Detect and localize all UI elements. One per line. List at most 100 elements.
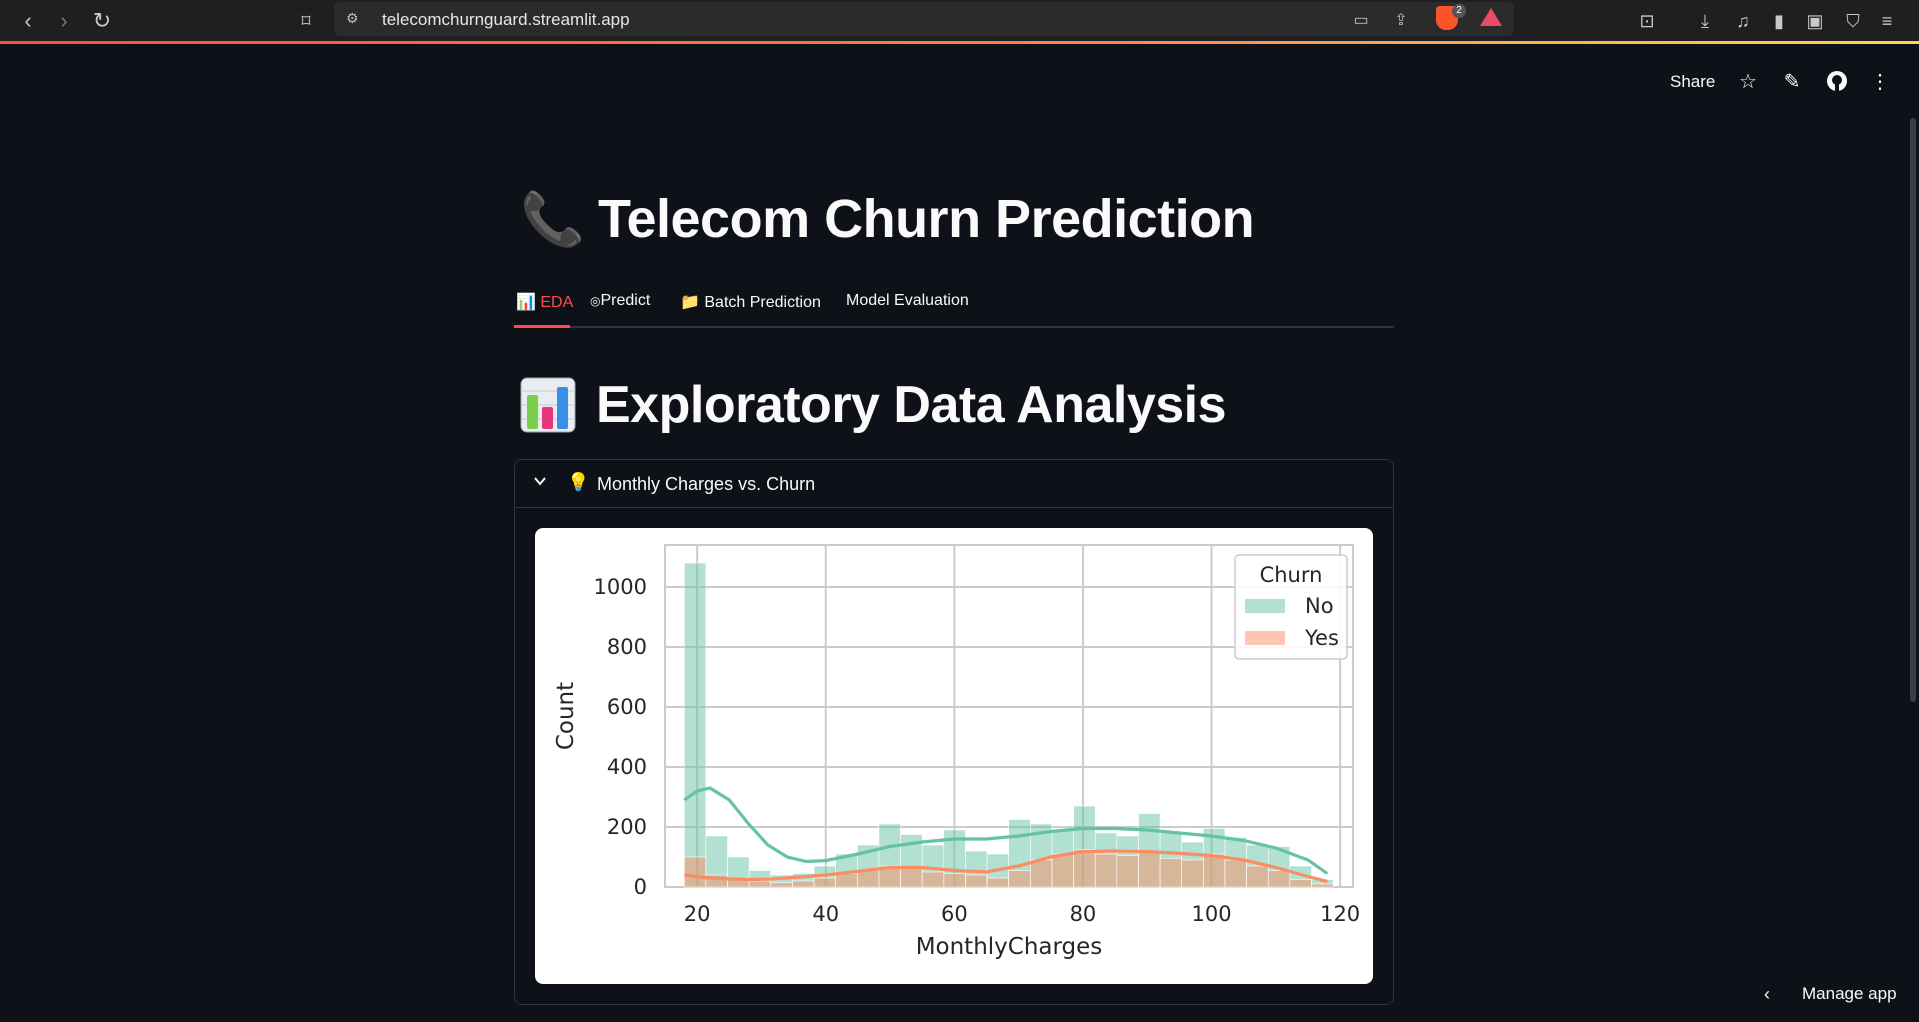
active-tab-indicator bbox=[514, 325, 570, 328]
sidebar-search-icon[interactable]: ⊡ bbox=[1639, 11, 1655, 31]
github-icon[interactable] bbox=[1825, 70, 1849, 94]
bookmark-icon[interactable]: ⌑ bbox=[301, 11, 311, 31]
histogram-bar-yes bbox=[683, 856, 707, 888]
downloads-icon[interactable]: ⤓ bbox=[1701, 11, 1709, 31]
x-tick-label: 20 bbox=[684, 902, 711, 926]
expander-label: Monthly Charges vs. Churn bbox=[597, 474, 816, 494]
legend-swatch-no bbox=[1245, 599, 1285, 613]
kde-line-yes bbox=[684, 849, 1328, 884]
histogram-bar-yes bbox=[1030, 859, 1053, 888]
star-icon[interactable]: ☆ bbox=[1739, 71, 1757, 93]
menu-icon[interactable]: ≡ bbox=[1881, 11, 1893, 31]
histogram-bar-yes bbox=[1094, 853, 1118, 888]
histogram-bar-yes bbox=[900, 867, 923, 888]
chevron-down-icon[interactable] bbox=[533, 474, 553, 494]
y-axis-label: Count bbox=[553, 682, 579, 750]
vpn-shield-icon[interactable]: ⛉ bbox=[1846, 11, 1860, 31]
tab-predict[interactable]: ◎Predict bbox=[590, 292, 650, 310]
legend-swatch-yes bbox=[1245, 631, 1285, 645]
page-scrollbar[interactable] bbox=[1910, 118, 1916, 702]
chevron-left-icon[interactable]: ‹ bbox=[1764, 984, 1770, 1004]
tab-label: Model Evaluation bbox=[846, 292, 969, 309]
tab-model-evaluation[interactable]: Model Evaluation bbox=[846, 292, 969, 310]
loading-bar bbox=[0, 41, 1919, 44]
page-title: Telecom Churn Prediction bbox=[598, 189, 1255, 249]
forward-icon[interactable]: › bbox=[60, 8, 68, 33]
chart-card: 20 40 60 80 100 120 0 200 400 600 800 1000 MonthlyCh… bbox=[535, 528, 1373, 984]
y-tick-label: 200 bbox=[607, 815, 647, 839]
address-bar[interactable]: ⚙ telecomchurnguard.streamlit.app ▭ ⇪ bbox=[334, 2, 1514, 36]
section-heading-row: Exploratory Data Analysis bbox=[520, 372, 1227, 438]
histogram-bar-yes bbox=[1073, 849, 1096, 888]
histogram-bar-yes bbox=[1181, 859, 1204, 888]
x-tick-label: 80 bbox=[1070, 902, 1097, 926]
x-tick-label: 100 bbox=[1191, 902, 1231, 926]
kebab-menu-icon[interactable]: ⋮ bbox=[1870, 71, 1890, 93]
x-tick-label: 60 bbox=[941, 902, 968, 926]
section-title: Exploratory Data Analysis bbox=[596, 376, 1227, 434]
histogram-bar-yes bbox=[1246, 865, 1269, 888]
expander-header[interactable]: 💡 Monthly Charges vs. Churn bbox=[515, 460, 1393, 508]
histogram-chart: 20 40 60 80 100 120 0 200 400 600 800 1000 MonthlyCh… bbox=[553, 544, 1360, 960]
x-tick-label: 40 bbox=[812, 902, 839, 926]
histogram-bar-yes bbox=[1051, 853, 1074, 888]
tab-bar: 📊 EDA ◎Predict 📁 Batch Prediction Model … bbox=[514, 286, 1394, 328]
bar-chart-icon bbox=[520, 377, 578, 433]
histogram-bar-yes bbox=[986, 877, 1009, 888]
title-row: 📞 Telecom Churn Prediction bbox=[520, 186, 1255, 252]
histogram-bar-yes bbox=[813, 877, 837, 888]
manage-app-button[interactable]: Manage app bbox=[1802, 984, 1897, 1003]
x-axis-label: MonthlyCharges bbox=[916, 934, 1103, 960]
brave-rewards-icon[interactable] bbox=[1480, 8, 1502, 26]
bar-chart-icon: 📊 bbox=[516, 294, 536, 311]
histogram-bar-yes bbox=[857, 870, 880, 888]
y-tick-label: 1000 bbox=[594, 575, 647, 599]
histogram-bar-yes bbox=[1203, 853, 1226, 888]
tab-batch-prediction[interactable]: 📁 Batch Prediction bbox=[680, 292, 821, 312]
target-icon: ◎ bbox=[590, 294, 601, 308]
histogram-bar-yes bbox=[1267, 870, 1291, 888]
cast-icon[interactable]: ▭ bbox=[1353, 12, 1369, 29]
histogram-bar-yes bbox=[943, 873, 966, 888]
y-tick-label: 800 bbox=[607, 635, 647, 659]
share-button[interactable]: Share bbox=[1670, 72, 1716, 91]
histogram-bar-yes bbox=[1138, 852, 1161, 888]
media-icon[interactable]: ♫ bbox=[1736, 11, 1750, 31]
histogram-bar-yes bbox=[1008, 870, 1031, 888]
histogram-bar-yes bbox=[748, 880, 772, 888]
legend-title: Churn bbox=[1260, 563, 1323, 587]
tab-eda[interactable]: 📊 EDA bbox=[516, 292, 573, 312]
y-tick-label: 600 bbox=[607, 695, 647, 719]
x-tick-label: 120 bbox=[1320, 902, 1360, 926]
lightbulb-icon: 💡 bbox=[567, 472, 590, 492]
y-tick-label: 400 bbox=[607, 755, 647, 779]
histogram-bar-yes bbox=[1289, 879, 1312, 888]
share-page-icon[interactable]: ⇪ bbox=[1394, 12, 1408, 29]
back-icon[interactable]: ‹ bbox=[24, 8, 32, 33]
legend-label-yes: Yes bbox=[1304, 626, 1339, 650]
expander: 💡 Monthly Charges vs. Churn 20 40 60 80 100 1… bbox=[514, 459, 1394, 1005]
sidebar-toggle-icon[interactable]: ▮ bbox=[1774, 11, 1784, 31]
edit-icon[interactable]: ✎ bbox=[1783, 71, 1801, 93]
wallet-icon[interactable]: ▣ bbox=[1806, 11, 1824, 31]
histogram-bar-yes bbox=[1116, 855, 1139, 888]
url-text[interactable]: telecomchurnguard.streamlit.app bbox=[382, 10, 630, 29]
browser-toolbar: ‹ › ↻ ⌑ ⚙ telecomchurnguard.streamlit.ap… bbox=[0, 0, 1919, 44]
kde-line-no bbox=[683, 786, 1329, 875]
histogram-bar-yes bbox=[921, 871, 945, 888]
site-settings-icon[interactable]: ⚙ bbox=[346, 10, 359, 26]
histogram-bar-yes bbox=[770, 882, 793, 888]
tab-label: Batch Prediction bbox=[704, 294, 821, 311]
reload-icon[interactable]: ↻ bbox=[92, 8, 112, 33]
histogram-bar-no bbox=[683, 562, 707, 888]
telephone-icon: 📞 bbox=[520, 190, 585, 249]
tab-label: EDA bbox=[540, 294, 574, 311]
histogram-bar-yes bbox=[835, 873, 858, 888]
histogram-bar-yes bbox=[1311, 883, 1334, 888]
shields-count-badge: 2 bbox=[1452, 4, 1466, 18]
histogram-bar-yes bbox=[792, 880, 815, 888]
histogram-bar-yes bbox=[1159, 858, 1183, 888]
y-tick-label: 0 bbox=[634, 875, 647, 899]
histogram-bar-yes bbox=[965, 874, 988, 888]
folder-icon: 📁 bbox=[680, 294, 700, 311]
